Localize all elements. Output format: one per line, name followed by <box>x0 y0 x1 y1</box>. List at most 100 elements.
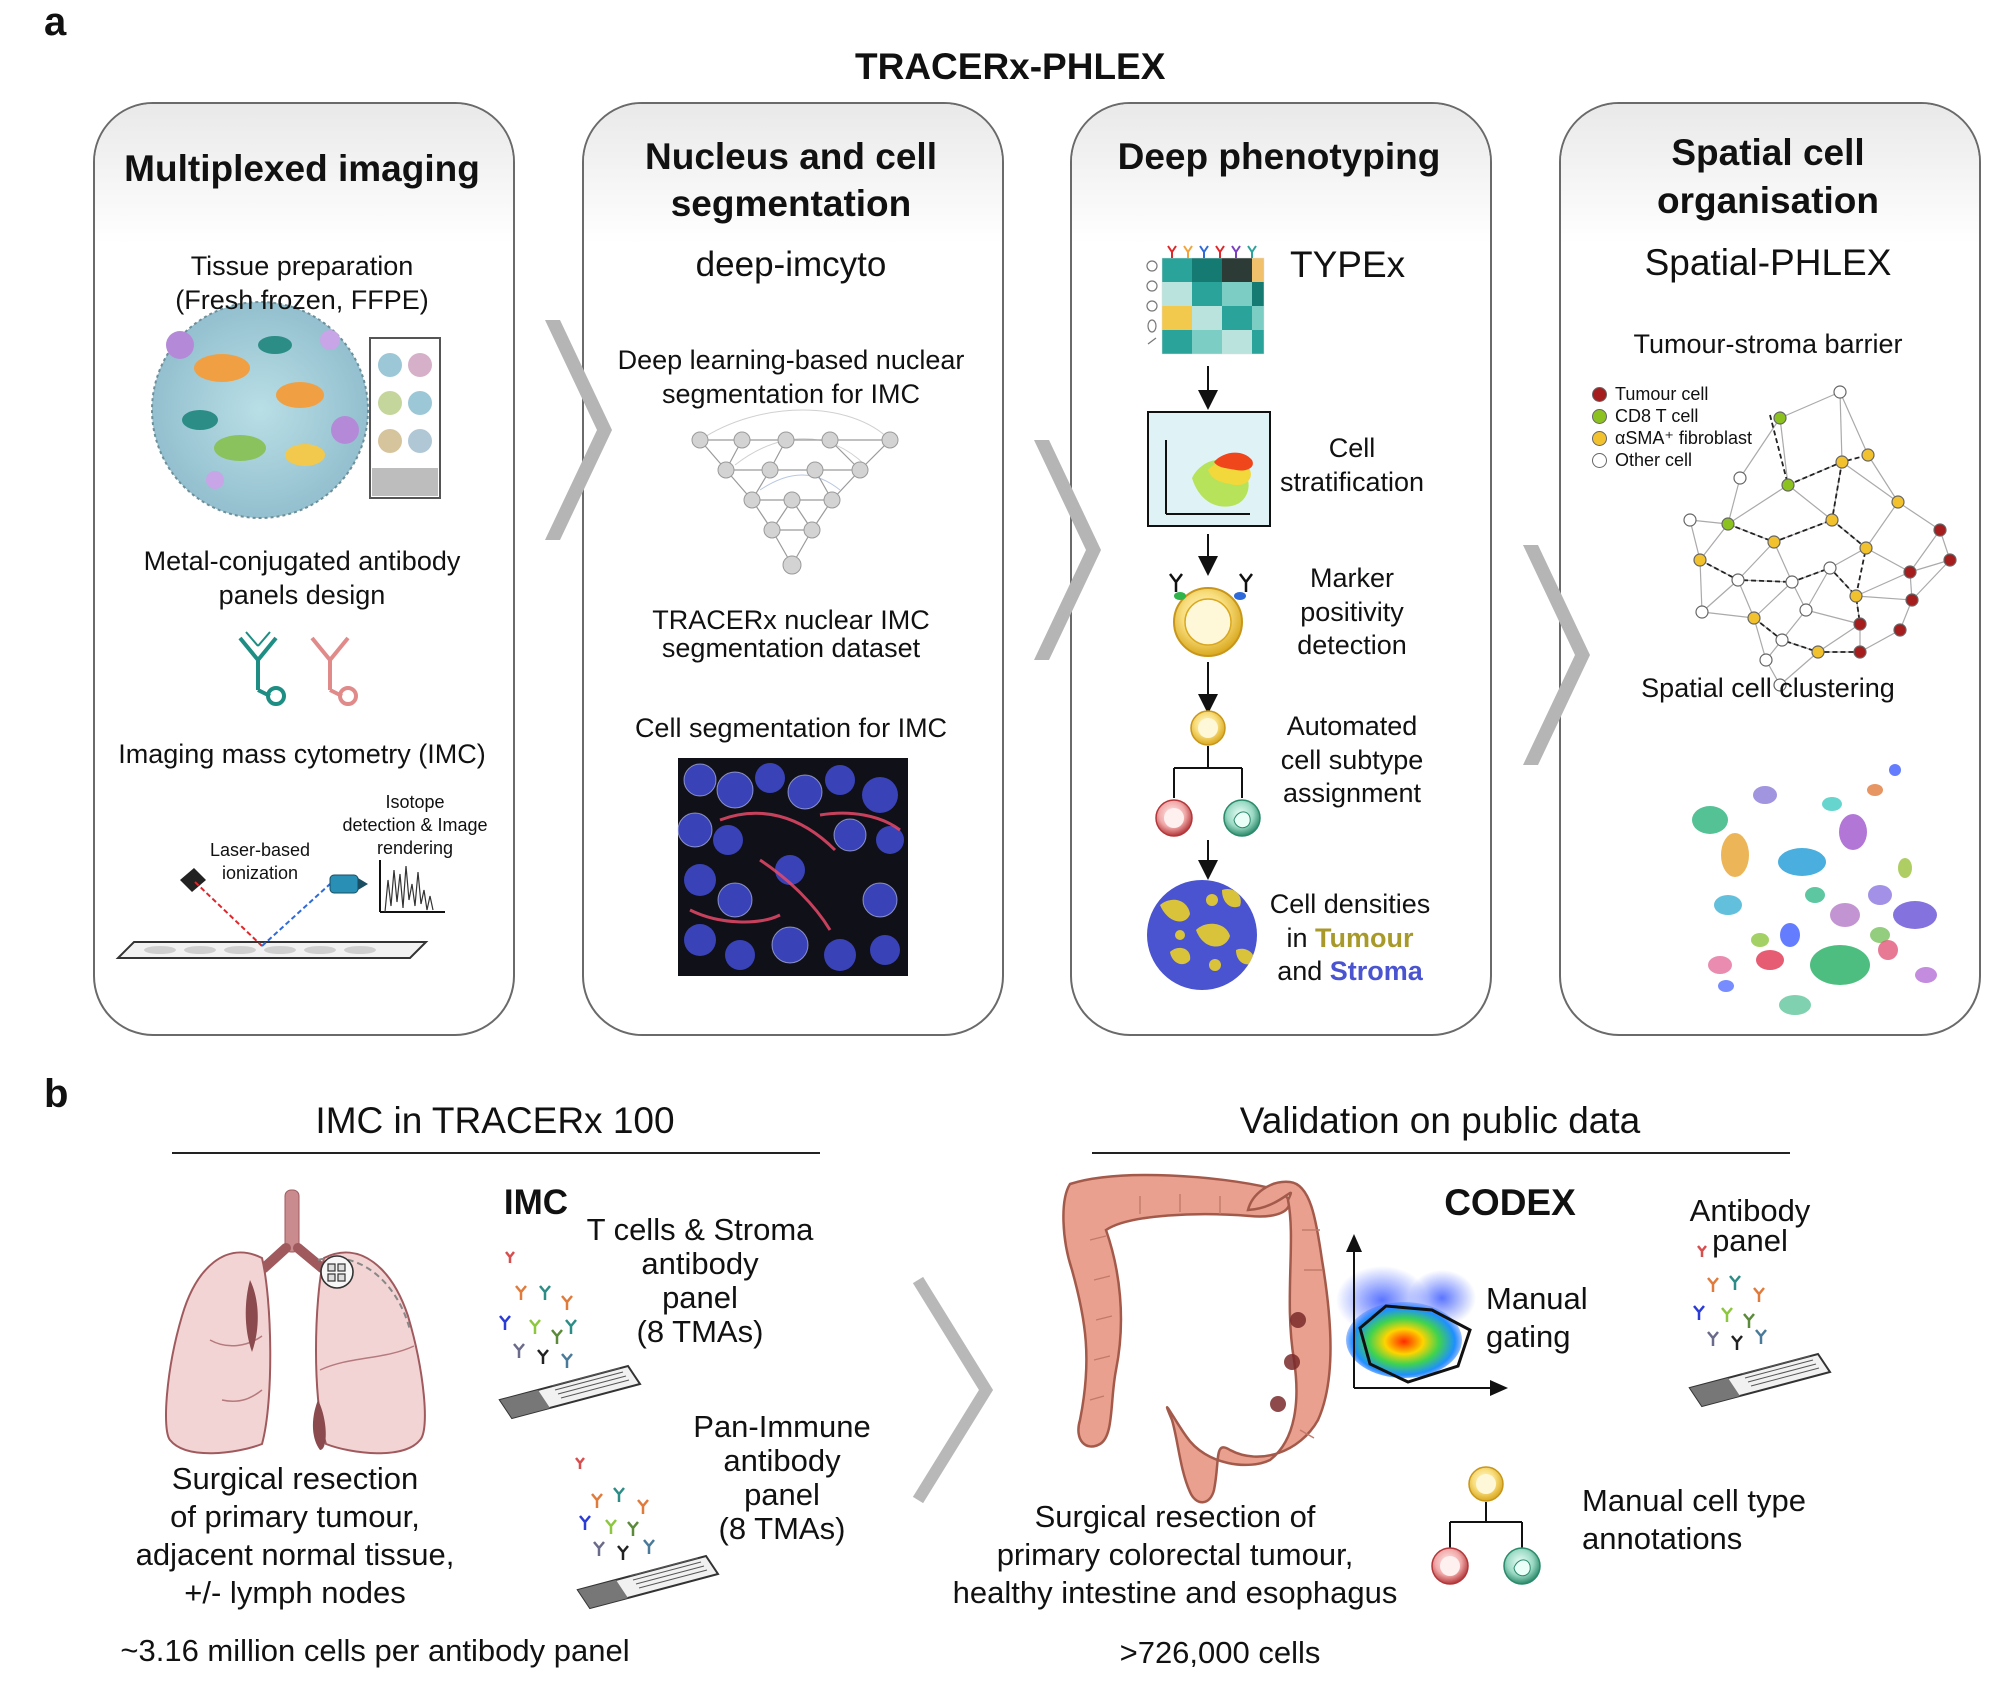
panel2-line1: Pan-Immune <box>693 1409 871 1444</box>
card1-item3-line1: Imaging mass cytometry (IMC) <box>118 739 486 769</box>
antibody-panel-line2: panel <box>1712 1223 1788 1258</box>
densities-line2: in Tumour <box>1250 922 1450 955</box>
card3-subtitle: TYPEx <box>1290 244 1406 285</box>
manual-gating-plot <box>1336 1234 1508 1396</box>
codex-label: CODEX <box>1444 1182 1576 1223</box>
densities-tumour: Tumour <box>1315 923 1414 953</box>
unet-diagram-icon <box>691 409 899 575</box>
imc-label: IMC <box>503 1183 569 1222</box>
legend-item: Other cell <box>1592 450 1692 471</box>
densities-line1: Cell densities <box>1269 889 1431 919</box>
card1-item2-line1: Metal-conjugated antibody <box>143 546 461 576</box>
step-assignment-line1: Automated <box>1286 711 1418 741</box>
b-right-count: >726,000 cells <box>1119 1635 1321 1670</box>
card2-item2-line1: TRACERx nuclear IMC <box>652 605 930 635</box>
step-marker-line1: Marker <box>1309 563 1394 593</box>
marker-positivity-cell-icon <box>1169 573 1253 657</box>
tissue-section-icon <box>151 301 369 519</box>
antibody-panel-line1: Antibody <box>1689 1193 1811 1228</box>
legend-label: Tumour cell <box>1615 384 1709 404</box>
chevron-3-icon <box>1523 545 1590 765</box>
b-left-resection-line2: of primary tumour, <box>170 1499 420 1534</box>
panel1-line4: (8 TMAs) <box>636 1314 764 1349</box>
card4-subtitle: Spatial-PHLEX <box>1644 242 1892 283</box>
card4-title-line2: organisation <box>1656 180 1880 221</box>
step-stratification-line1: Cell <box>1328 433 1376 463</box>
b-left-heading: IMC in TRACERx 100 <box>315 1100 675 1141</box>
legend-label: Other cell <box>1615 450 1693 470</box>
laser-label-line1: Laser-based <box>209 840 311 860</box>
annotations-line2: annotations <box>1582 1521 1743 1556</box>
card2-item3-line1: Cell segmentation for IMC <box>634 713 948 743</box>
legend-item: Tumour cell <box>1592 384 1708 405</box>
panel2-line4: (8 TMAs) <box>718 1511 846 1546</box>
step-marker-line3: detection <box>1297 630 1407 660</box>
gating-line2: gating <box>1486 1319 1571 1354</box>
legend-swatch <box>1592 387 1607 402</box>
lung-icon <box>165 1189 426 1455</box>
panel-label-b: b <box>44 1072 69 1116</box>
card2-item1-line2: segmentation for IMC <box>661 379 921 409</box>
panel1-line1: T cells & Stroma <box>586 1212 814 1247</box>
densities-and: and <box>1277 956 1330 986</box>
gating-line1: Manual <box>1486 1281 1588 1316</box>
card4-title-line1: Spatial cell <box>1671 132 1865 173</box>
spatial-clustering-plot <box>1692 764 1937 1015</box>
b-left-resection-line1: Surgical resection <box>171 1461 419 1496</box>
panel2-line2: antibody <box>723 1443 841 1478</box>
b-right-heading: Validation on public data <box>1239 1100 1641 1141</box>
clustering-label: Spatial cell clustering <box>1641 673 1895 703</box>
legend-item: αSMA⁺ fibroblast <box>1592 428 1752 449</box>
card3-title: Deep phenotyping <box>1117 136 1441 177</box>
legend-swatch <box>1592 431 1607 446</box>
panel2-line3: panel <box>744 1477 820 1512</box>
b-right-resection-line2: primary colorectal tumour, <box>996 1537 1354 1572</box>
b-right-rule <box>1092 1152 1790 1154</box>
step-marker-line2: positivity <box>1300 597 1404 627</box>
b-left-rule <box>172 1152 820 1154</box>
b-left-resection-line4: +/- lymph nodes <box>184 1575 406 1610</box>
chevron-b-icon <box>912 1276 994 1504</box>
panel1-line2: antibody <box>641 1246 759 1281</box>
b-left-resection-line3: adjacent normal tissue, <box>135 1537 455 1572</box>
antibody-set-1-icon <box>499 1251 577 1368</box>
cell-stratification-plot <box>1147 411 1271 527</box>
b-left-count: ~3.16 million cells per antibody panel <box>120 1633 630 1668</box>
legend-label: CD8 T cell <box>1615 406 1699 426</box>
card2-item2-line2: segmentation dataset <box>661 633 921 663</box>
card-multiplexed-imaging <box>93 102 515 1036</box>
card-deep-phenotyping <box>1070 102 1492 1036</box>
colon-icon <box>1062 1173 1332 1504</box>
b-right-resection-line1: Surgical resection of <box>1034 1499 1316 1534</box>
card1-item1-line1: Tissue preparation <box>190 251 414 281</box>
tma-slide-1-icon <box>498 1364 642 1420</box>
isotope-label-line3: rendering <box>376 838 454 858</box>
cell-density-map <box>1147 880 1257 990</box>
legend-label: αSMA⁺ fibroblast <box>1615 428 1752 448</box>
imc-instrument-icon <box>115 860 445 959</box>
typex-heatmap-icon <box>1146 245 1265 355</box>
card2-subtitle: deep-imcyto <box>695 245 887 284</box>
tumour-stroma-network <box>1683 385 1957 692</box>
isotope-label-line2: detection & Image <box>342 815 488 835</box>
card1-title: Multiplexed imaging <box>124 148 480 189</box>
densities-line3: and Stroma <box>1250 955 1450 988</box>
panel-label-a: a <box>44 0 67 44</box>
antibody-set-2-icon <box>575 1457 655 1560</box>
densities-stroma: Stroma <box>1329 956 1423 986</box>
laser-label-line2: ionization <box>221 863 299 883</box>
step-assignment-line3: assignment <box>1282 778 1422 808</box>
densities-in: in <box>1286 923 1316 953</box>
card2-item1-line1: Deep learning-based nuclear <box>617 345 965 375</box>
manual-annotation-tree <box>1431 1466 1541 1585</box>
isotope-label-line1: Isotope <box>385 792 445 812</box>
antibody-pink-icon <box>310 636 358 706</box>
tma-slide-icon <box>369 337 441 499</box>
subtype-assignment-tree <box>1155 710 1261 837</box>
legend-swatch <box>1592 409 1607 424</box>
card2-title-line2: segmentation <box>670 183 912 224</box>
panel1-line3: panel <box>662 1280 738 1315</box>
legend-swatch <box>1592 453 1607 468</box>
card1-item1-line2: (Fresh frozen, FFPE) <box>175 285 429 315</box>
